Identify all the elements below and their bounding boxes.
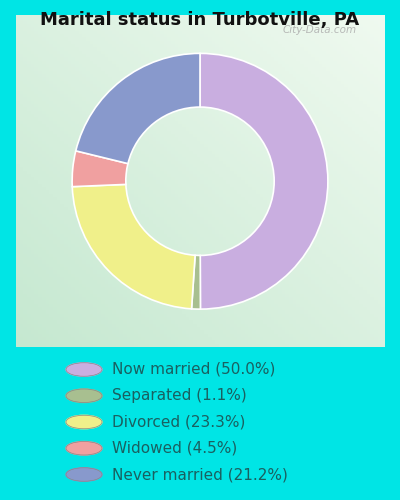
Wedge shape [200, 54, 328, 309]
Text: Now married (50.0%): Now married (50.0%) [112, 362, 275, 377]
Text: Never married (21.2%): Never married (21.2%) [112, 467, 288, 482]
Text: Separated (1.1%): Separated (1.1%) [112, 388, 247, 403]
Circle shape [66, 389, 102, 402]
Text: Marital status in Turbotville, PA: Marital status in Turbotville, PA [40, 11, 360, 29]
Circle shape [66, 468, 102, 481]
Text: Divorced (23.3%): Divorced (23.3%) [112, 414, 245, 430]
Text: Widowed (4.5%): Widowed (4.5%) [112, 441, 237, 456]
Wedge shape [72, 184, 195, 309]
Circle shape [66, 415, 102, 428]
Circle shape [66, 363, 102, 376]
Wedge shape [72, 151, 128, 186]
Wedge shape [76, 54, 200, 164]
Circle shape [66, 442, 102, 455]
Wedge shape [192, 256, 200, 309]
Text: City-Data.com: City-Data.com [282, 25, 356, 35]
